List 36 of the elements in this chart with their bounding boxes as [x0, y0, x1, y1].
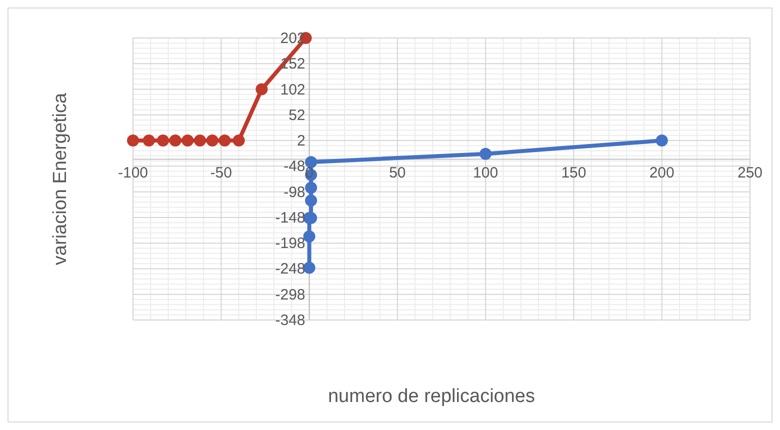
y-tick-label: -98 [284, 184, 306, 201]
y-tick-label: 2 [296, 132, 306, 150]
x-tick-label: 250 [737, 164, 763, 182]
point [303, 230, 316, 242]
x-tick-label: -100 [118, 164, 148, 182]
point [232, 134, 245, 147]
point [169, 134, 182, 147]
point [305, 194, 318, 207]
x-axis-title: numero de replicaciones [328, 386, 536, 407]
y-tick-label: -48 [284, 158, 306, 176]
y-tick-label: -248 [275, 260, 306, 278]
y-tick-label: -298 [275, 286, 306, 304]
point [194, 134, 206, 147]
point [305, 182, 318, 194]
point [206, 134, 218, 147]
point [142, 134, 155, 147]
x-tick-label: 0 [305, 164, 314, 182]
y-tick-label: -198 [275, 235, 306, 252]
point [182, 134, 194, 147]
y-tick-label: 52 [288, 106, 306, 124]
point [656, 134, 668, 147]
y-tick-label: -148 [275, 209, 306, 226]
y-tick-label: 102 [280, 81, 306, 98]
y-axis-title: variacion Energetica [50, 92, 71, 266]
point [127, 134, 139, 147]
x-tick-label: 50 [389, 164, 406, 182]
y-tick-label: -348 [275, 312, 306, 329]
point [218, 134, 231, 147]
x-tick-label: 100 [473, 164, 498, 182]
x-tick-label: 200 [649, 164, 674, 182]
point [305, 156, 318, 168]
point [156, 134, 169, 147]
point [256, 83, 268, 96]
x-tick-label: 150 [561, 164, 586, 182]
x-tick-label: -50 [210, 164, 232, 182]
point [480, 148, 492, 160]
